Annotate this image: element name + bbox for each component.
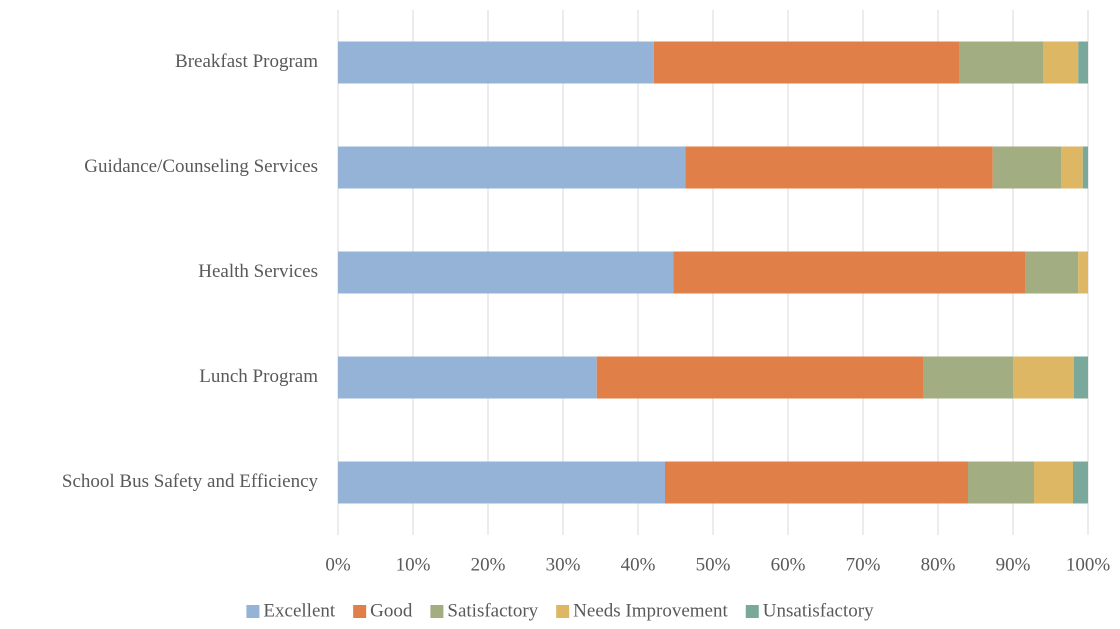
legend-swatch (430, 605, 444, 618)
x-tick-label: 40% (621, 554, 656, 575)
bar-segment (1043, 41, 1079, 84)
x-tick-label: 70% (846, 554, 881, 575)
bar-segment (1013, 356, 1074, 399)
legend-swatch (556, 605, 570, 618)
y-tick-label: Breakfast Program (175, 51, 318, 72)
bar-segment (923, 356, 1013, 399)
x-tick-label: 30% (546, 554, 581, 575)
x-tick-label: 80% (921, 554, 956, 575)
bar-segment (665, 461, 968, 504)
legend-swatch (745, 605, 759, 618)
x-tick-label: 20% (471, 554, 506, 575)
bar-segment (685, 146, 993, 189)
legend-swatch (353, 605, 367, 618)
bar-segment (673, 251, 1026, 294)
x-tick-label: 60% (771, 554, 806, 575)
bar-segment (968, 461, 1034, 504)
bar-segment (1034, 461, 1073, 504)
legend-label: Excellent (263, 600, 335, 621)
y-tick-label: Guidance/Counseling Services (84, 156, 318, 177)
bar-segment (992, 146, 1061, 189)
bar-segment (653, 41, 960, 84)
legend-label: Good (370, 600, 413, 621)
bar-segment (1025, 251, 1079, 294)
x-tick-label: 90% (996, 554, 1031, 575)
legend-label: Satisfactory (447, 600, 538, 621)
bar-segment (1082, 146, 1088, 189)
y-tick-label: Lunch Program (199, 366, 318, 387)
y-tick-label: School Bus Safety and Efficiency (62, 471, 319, 492)
x-tick-label: 10% (396, 554, 431, 575)
bar-segment (1078, 251, 1088, 294)
bar-segment (1078, 41, 1088, 84)
bar-segment (338, 146, 686, 189)
x-tick-label: 50% (696, 554, 731, 575)
bar-segment (338, 461, 665, 504)
bar-segment (1073, 461, 1088, 504)
bar-segment (338, 356, 597, 399)
bar-segment (596, 356, 924, 399)
y-tick-label: Health Services (198, 261, 318, 282)
legend-label: Unsatisfactory (763, 600, 874, 621)
bar-segment (338, 251, 674, 294)
legend-swatch (246, 605, 260, 618)
bar-segment (959, 41, 1043, 84)
bar-segment (1073, 356, 1088, 399)
x-tick-label: 0% (325, 554, 351, 575)
legend-label: Needs Improvement (573, 600, 728, 621)
bar-segment (338, 41, 654, 84)
x-tick-label: 100% (1066, 554, 1111, 575)
bar-segment (1061, 146, 1083, 189)
